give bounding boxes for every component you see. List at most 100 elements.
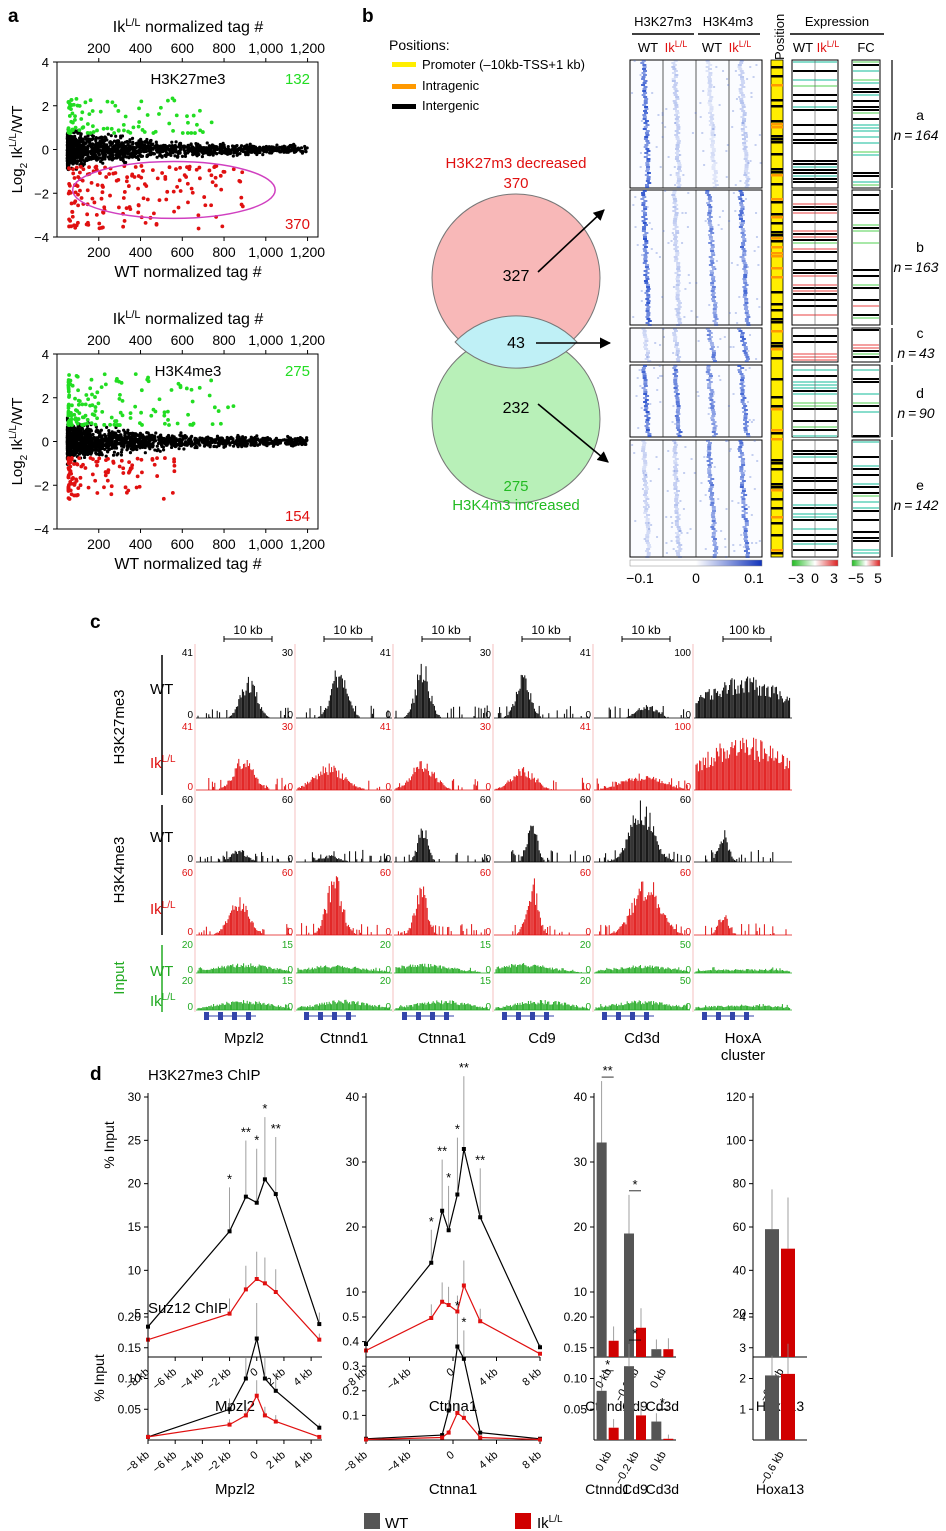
point-green [197, 385, 202, 390]
heatmap-noise [746, 320, 749, 322]
heatmap-cell [646, 356, 651, 358]
point-green [113, 103, 118, 108]
heatmap-cell [675, 348, 680, 350]
heatmap-cell [713, 314, 718, 316]
point-red [114, 178, 119, 183]
point-red [185, 181, 190, 186]
point-black [137, 157, 141, 162]
point-green [120, 413, 125, 418]
point-black [250, 144, 255, 148]
heatmap-noise [697, 395, 700, 397]
heatmap-noise [725, 508, 728, 510]
heatmap-cell [674, 74, 679, 76]
point-black [125, 147, 130, 151]
position-intergenic [771, 483, 783, 486]
heatmap-cell [644, 120, 649, 122]
heatmap-noise [699, 500, 702, 502]
heatmap-cell [671, 66, 676, 68]
point-black [186, 143, 190, 148]
point-green [76, 402, 81, 407]
heatmap-cell [707, 383, 712, 385]
heatmap-noise [657, 114, 660, 116]
legend-label-wt: WT [385, 1515, 408, 1531]
heatmap-cell [709, 110, 714, 112]
heatmap-cell [644, 136, 649, 138]
heatmap-cell [740, 492, 745, 494]
heatmap-cell [740, 222, 745, 224]
point-black [299, 146, 304, 150]
heatmap-cell [738, 90, 743, 92]
point-black [208, 152, 212, 156]
heatmap-cell [675, 136, 680, 138]
heatmap-noise [645, 391, 648, 393]
heatmap-cell [708, 112, 713, 114]
point-black [139, 137, 143, 142]
point-black [153, 439, 158, 443]
heatmap-cell [743, 272, 748, 274]
x-tick-label-top: 600 [171, 40, 195, 56]
heatmap-noise [720, 530, 723, 532]
legend-swatch-intergenic [392, 104, 416, 109]
heatmap-cell [674, 106, 679, 108]
heatmap-cell [712, 312, 717, 314]
point-black [80, 436, 84, 440]
heatmap-cell [645, 268, 650, 270]
heatmap-cell [675, 138, 680, 140]
heatmap-cell [710, 298, 715, 300]
point-red [175, 184, 180, 189]
point-green [231, 404, 236, 409]
point-black [134, 151, 138, 156]
heatmap-cell [744, 166, 749, 168]
heatmap-cell [677, 556, 682, 558]
venn-overlap [454, 315, 578, 369]
heatmap-noise [682, 174, 685, 176]
heatmap-noise [716, 346, 719, 348]
point-red [133, 165, 138, 169]
position-intragenic [771, 123, 783, 126]
heatmap-cell [708, 224, 713, 226]
heatmap-cell [676, 304, 681, 306]
heatmap-cell [741, 385, 746, 387]
cluster-n-e: n = 142 [894, 497, 939, 513]
heatmap-cell [643, 146, 648, 148]
point-red [109, 484, 114, 489]
heatmap-cell [645, 134, 650, 136]
point-red [66, 467, 71, 471]
point-green [114, 419, 119, 423]
up-count: 132 [285, 71, 310, 88]
heatmap-noise [640, 120, 643, 122]
point-green [212, 405, 217, 410]
heatmap-noise [740, 194, 743, 196]
heatmap-cell [743, 126, 748, 128]
heatmap-cell [706, 369, 711, 371]
heatmap-cell [676, 176, 681, 178]
point-red [239, 202, 244, 207]
point-green [158, 105, 163, 110]
heatmap-cell [642, 104, 647, 106]
point-green [167, 423, 171, 427]
point-green [69, 119, 74, 124]
point-red [142, 182, 147, 186]
point-red [73, 493, 78, 498]
heatmap-noise [757, 264, 760, 266]
heatmap-cell [707, 338, 712, 340]
heatmap-cell [742, 262, 747, 264]
expression-header: Expression [805, 14, 869, 29]
x-tick-label: 800 [212, 536, 236, 552]
position-intergenic [771, 342, 783, 345]
cluster-label-c: c [917, 325, 924, 341]
point-green [88, 403, 93, 408]
position-intergenic [771, 183, 783, 186]
point-black [202, 441, 206, 445]
point-black [161, 445, 165, 449]
point-black [77, 433, 81, 437]
heatmap-cell [711, 292, 716, 294]
heatmap-cell [708, 216, 713, 218]
point-green [91, 130, 96, 134]
point-green [88, 131, 93, 135]
heatmap-cell [645, 520, 650, 522]
heatmap-cell [707, 198, 712, 200]
point-red [103, 473, 108, 478]
position-intragenic [771, 438, 783, 441]
heatmap-noise [755, 542, 758, 544]
